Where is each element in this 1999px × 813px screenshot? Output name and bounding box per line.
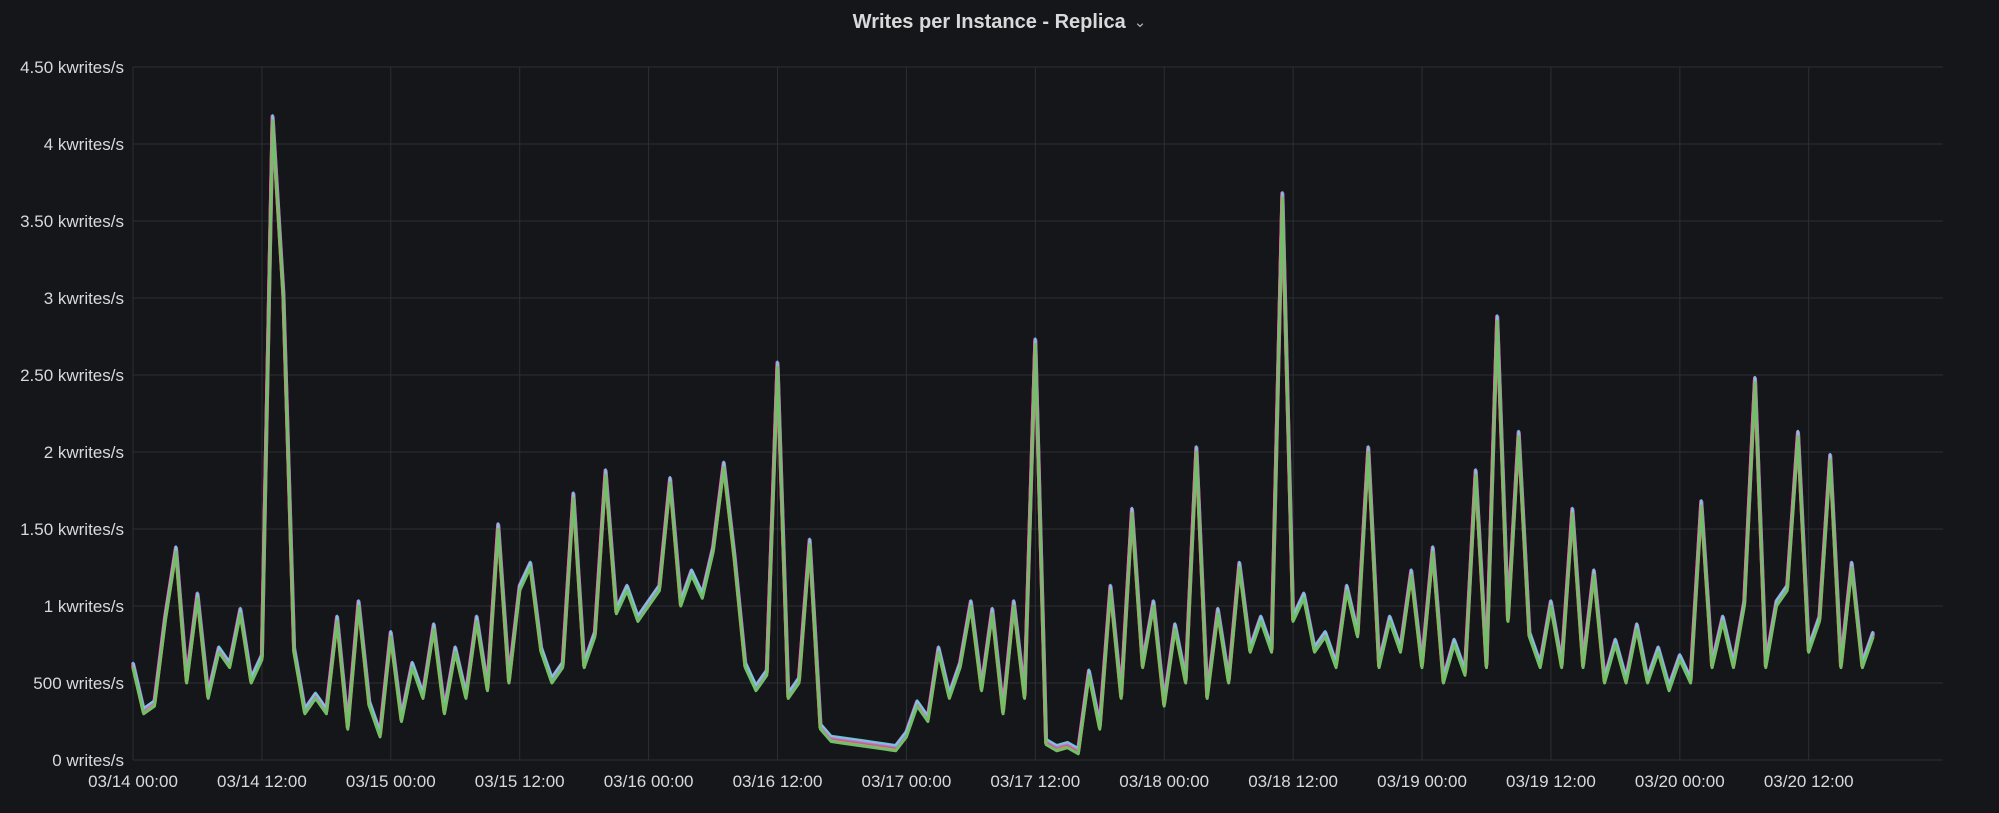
x-tick-label: 03/15 00:00 — [346, 772, 436, 791]
y-tick-label: 4 kwrites/s — [44, 135, 124, 154]
x-tick-label: 03/14 00:00 — [88, 772, 178, 791]
panel-header: Writes per Instance - Replica ⌄ — [0, 0, 1999, 44]
x-tick-label: 03/19 12:00 — [1506, 772, 1596, 791]
x-tick-label: 03/16 00:00 — [604, 772, 694, 791]
y-tick-label: 4.50 kwrites/s — [20, 58, 124, 77]
x-axis: 03/14 00:00 03/14 12:00 03/15 00:00 03/15 1… — [88, 772, 1854, 791]
y-tick-label: 0 writes/s — [52, 751, 124, 770]
panel-title[interactable]: Writes per Instance - Replica — [852, 10, 1126, 33]
y-axis: 0 writes/s 500 writes/s 1 kwrites/s 1.50 kw… — [20, 58, 124, 770]
x-tick-label: 03/15 12:00 — [475, 772, 565, 791]
x-tick-label: 03/19 00:00 — [1377, 772, 1467, 791]
y-tick-label: 3.50 kwrites/s — [20, 212, 124, 231]
chevron-down-icon[interactable]: ⌄ — [1133, 14, 1147, 31]
series-line — [131, 119, 1875, 756]
x-tick-label: 03/14 12:00 — [217, 772, 307, 791]
series-layer — [131, 114, 1876, 756]
x-tick-label: 03/18 12:00 — [1248, 772, 1338, 791]
x-tick-label: 03/16 12:00 — [733, 772, 823, 791]
y-tick-label: 3 kwrites/s — [44, 289, 124, 308]
x-tick-label: 03/20 00:00 — [1635, 772, 1725, 791]
x-tick-label: 03/17 12:00 — [990, 772, 1080, 791]
x-tick-label: 03/18 00:00 — [1119, 772, 1209, 791]
y-tick-label: 500 writes/s — [33, 674, 124, 693]
y-tick-label: 2 kwrites/s — [44, 443, 124, 462]
y-tick-label: 2.50 kwrites/s — [20, 366, 124, 385]
y-tick-label: 1.50 kwrites/s — [20, 520, 124, 539]
y-tick-label: 1 kwrites/s — [44, 597, 124, 616]
x-tick-label: 03/17 00:00 — [862, 772, 952, 791]
x-tick-label: 03/20 12:00 — [1764, 772, 1854, 791]
